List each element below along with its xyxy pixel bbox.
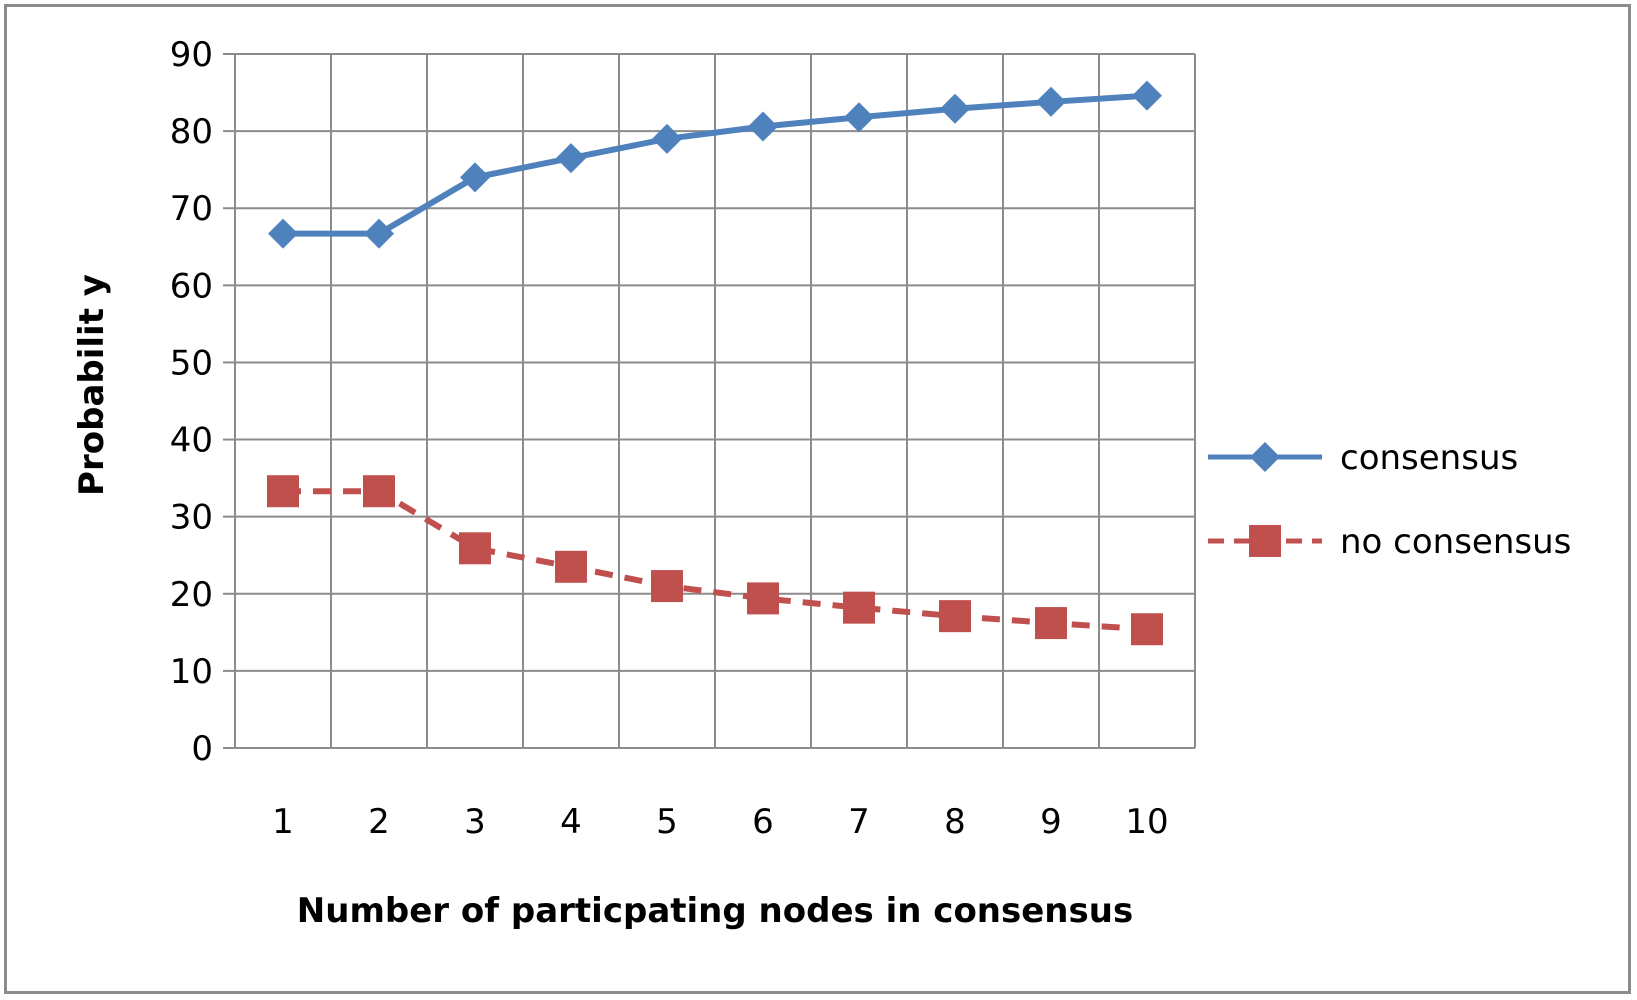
x-tick-label: 2 (368, 802, 390, 842)
data-point-no-consensus (747, 582, 779, 615)
data-point-consensus (556, 143, 586, 174)
data-point-consensus (844, 102, 874, 133)
legend-label-no-consensus: no consensus (1340, 522, 1571, 562)
axes (223, 53, 1195, 749)
data-point-consensus (268, 218, 298, 249)
x-tick-label: 9 (1040, 802, 1062, 842)
data-point-no-consensus (843, 591, 875, 624)
data-point-consensus (460, 162, 490, 193)
x-tick-label: 4 (560, 802, 582, 842)
data-point-no-consensus (555, 550, 587, 583)
data-point-no-consensus (651, 570, 683, 603)
y-tick-label: 20 (170, 575, 213, 615)
y-tick-label: 40 (170, 421, 213, 461)
data-point-consensus (1036, 86, 1066, 117)
legend-item-no-consensus: no consensus (1208, 522, 1571, 562)
legend-marker-no-consensus (1249, 525, 1281, 557)
y-tick-label: 10 (170, 652, 213, 692)
y-tick-label: 80 (170, 112, 213, 152)
x-tick-label: 5 (656, 802, 678, 842)
data-point-no-consensus (939, 600, 971, 633)
legend-item-consensus: consensus (1208, 438, 1518, 478)
tick-labels: 0 10 20 30 40 50 60 70 80 90 1 2 3 4 5 6 7 8 9 10 (170, 35, 1169, 842)
y-tick-label: 60 (170, 266, 213, 306)
series-line-no-consensus (283, 488, 1148, 633)
legend-marker-consensus (1250, 442, 1280, 472)
data-point-no-consensus (1131, 613, 1163, 646)
x-tick-label: 7 (848, 802, 870, 842)
x-tick-label: 1 (272, 802, 294, 842)
y-tick-label: 90 (170, 35, 213, 75)
data-point-consensus (940, 93, 970, 124)
data-point-consensus (364, 218, 394, 249)
y-tick-label: 50 (170, 343, 213, 383)
y-tick-label: 30 (170, 498, 213, 538)
y-tick-label: 0 (191, 729, 213, 769)
y-tick-label: 70 (170, 189, 213, 229)
data-point-consensus (748, 111, 778, 142)
data-point-consensus (1132, 80, 1162, 111)
data-point-consensus (652, 123, 682, 154)
data-point-no-consensus (459, 532, 491, 565)
y-axis-title: Probabilit y (72, 274, 112, 496)
data-point-no-consensus (363, 475, 395, 508)
x-axis-title: Number of particpating nodes in consensu… (297, 891, 1133, 931)
series-line-consensus (283, 92, 1148, 237)
data-point-no-consensus (267, 475, 299, 508)
data-point-no-consensus (1035, 607, 1067, 640)
legend-label-consensus: consensus (1340, 438, 1518, 478)
legend: consensus no consensus (1208, 438, 1571, 562)
plot-series (267, 80, 1163, 646)
x-tick-label: 3 (464, 802, 486, 842)
x-tick-label: 6 (752, 802, 774, 842)
x-tick-label: 8 (944, 802, 966, 842)
x-tick-label: 10 (1125, 802, 1168, 842)
gridlines (235, 53, 1196, 748)
